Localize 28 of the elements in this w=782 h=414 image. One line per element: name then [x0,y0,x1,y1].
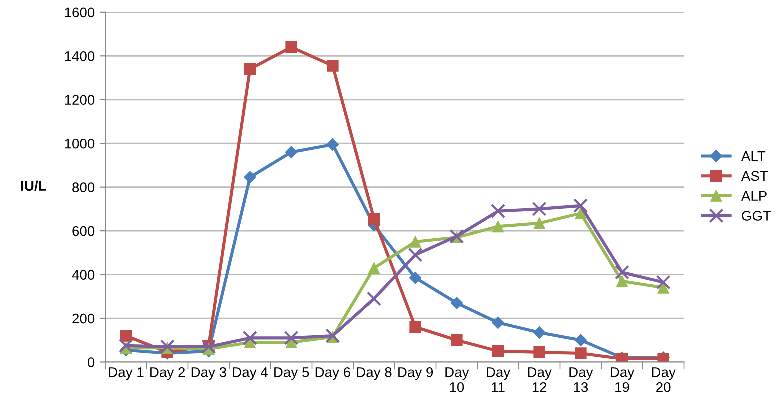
x-tick-label: Day 1 [109,368,144,380]
x-tick-label: Day 12 [528,368,552,392]
legend-label: ALT [741,152,766,162]
y-axis-title: IU/L [22,180,46,192]
y-tick-label: 1400 [65,51,95,62]
x-tick-label: Day 5 [274,368,310,380]
y-tick-label: 1600 [65,8,95,18]
x-tick-label: Day 20 [652,368,676,392]
y-tick-label: 0 [88,358,95,368]
x-tick-label: Day 11 [487,368,511,392]
y-tick-label: 600 [72,226,95,236]
x-tick-label: Day 6 [316,367,350,380]
x-tick-label: Day 19 [611,368,635,392]
y-tick-label: 1000 [65,138,95,149]
x-tick-label: Day 13 [570,368,594,392]
legend-label: ALP [741,191,767,201]
y-tick-label: 400 [72,270,95,280]
legend-label: AST [741,171,768,182]
x-tick-label: Day 4 [233,368,268,380]
y-tick-label: 200 [72,314,95,324]
x-tick-label: Day 8 [357,367,392,380]
x-tick-label: Day 3 [192,367,226,380]
legend-label: GGT [742,211,772,221]
y-tick-label: 1200 [65,95,95,106]
y-tick-label: 800 [72,182,95,193]
x-tick-label: Day 2 [150,367,186,380]
x-tick-label: Day 9 [398,367,434,380]
x-tick-label: Day 10 [446,368,470,392]
